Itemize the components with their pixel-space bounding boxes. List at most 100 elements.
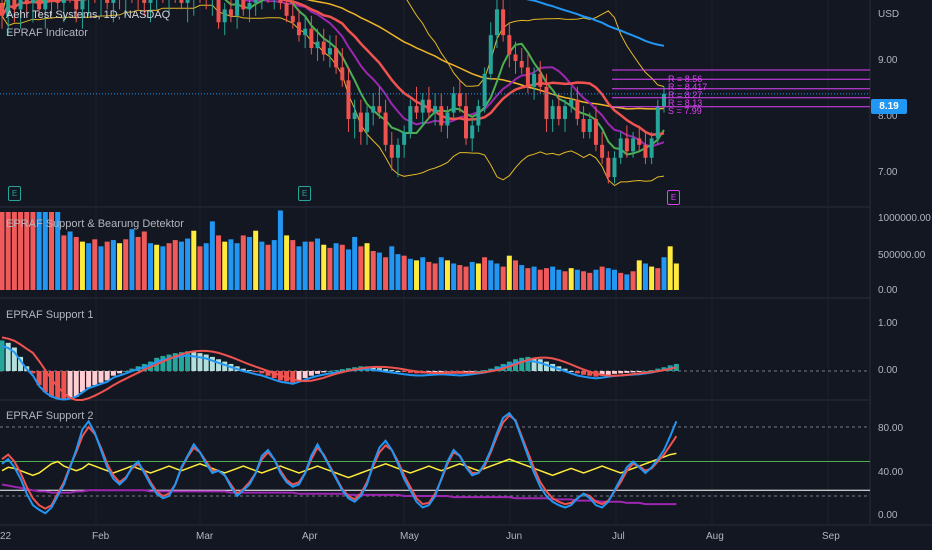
candle-body xyxy=(662,93,666,107)
support1-hist-bar xyxy=(444,371,450,373)
candle-body xyxy=(253,0,258,3)
price-unit: USD xyxy=(878,9,900,20)
support1-hist-bar xyxy=(104,371,110,381)
support1-hist-bar xyxy=(296,371,302,381)
volume-bar xyxy=(457,265,463,290)
volume-bar xyxy=(30,212,36,290)
candle-body xyxy=(327,48,332,55)
support1-hist-bar xyxy=(259,371,265,374)
candle-body xyxy=(494,9,499,36)
support1-hist-bar xyxy=(79,371,85,393)
volume-bar xyxy=(123,239,129,290)
candle-body xyxy=(439,106,444,126)
candle-body xyxy=(612,157,617,178)
volume-bar xyxy=(67,231,73,290)
candle-body xyxy=(507,35,512,55)
support1-hist-bar xyxy=(543,361,549,371)
volume-bar xyxy=(315,238,321,290)
support1-hist-bar xyxy=(308,371,314,376)
candle-body xyxy=(346,80,351,120)
support1-hist-bar xyxy=(339,369,345,371)
volume-bar xyxy=(308,241,314,290)
support1-hist-bar xyxy=(55,371,61,400)
candle-body xyxy=(358,112,363,132)
support1-hist-bar xyxy=(0,340,5,371)
candle-body xyxy=(321,41,326,55)
volume-bar xyxy=(432,263,438,290)
earnings-icon[interactable]: E xyxy=(8,186,21,201)
candle-body xyxy=(563,106,568,120)
support2-pane-title: EPRAF Support 2 xyxy=(6,410,94,422)
candle-body xyxy=(606,157,611,178)
ma-red xyxy=(0,0,665,137)
candle-body xyxy=(414,106,419,113)
volume-bar xyxy=(36,212,42,290)
candle-body xyxy=(575,99,580,120)
sr-label: R = 8.27 xyxy=(668,90,703,100)
volume-bar xyxy=(407,258,413,290)
volume-bar xyxy=(147,243,153,290)
volume-bar xyxy=(401,255,407,290)
volume-bar xyxy=(469,261,475,290)
support1-hist-bar xyxy=(203,354,209,371)
volume-bar xyxy=(172,240,178,290)
candle-body xyxy=(587,119,592,132)
candle-body xyxy=(408,106,413,132)
volume-bar xyxy=(358,246,364,290)
candle-body xyxy=(30,0,35,3)
ma-blue xyxy=(526,0,665,47)
candle-body xyxy=(501,9,506,36)
support1-tick: 1.00 xyxy=(878,318,898,329)
volume-tick: 500000.00 xyxy=(878,250,926,261)
candle-body xyxy=(111,0,116,3)
support1-line-red xyxy=(1,336,677,401)
volume-bar xyxy=(556,269,562,290)
ma-orange xyxy=(1,0,665,110)
support1-hist-bar xyxy=(469,371,475,372)
support1-hist-bar xyxy=(345,368,351,371)
support1-hist-bar xyxy=(525,356,531,371)
volume-bar xyxy=(191,230,197,290)
volume-bar xyxy=(395,254,401,290)
support1-hist-bar xyxy=(185,351,191,371)
support1-pane-title: EPRAF Support 1 xyxy=(6,309,94,321)
volume-bar xyxy=(135,236,141,290)
earnings-icon[interactable]: E xyxy=(667,190,680,205)
candle-body xyxy=(402,131,407,145)
support1-hist-bar xyxy=(110,371,116,376)
candle-body xyxy=(593,119,598,145)
volume-bar xyxy=(271,240,277,290)
candle-body xyxy=(600,144,605,158)
support1-hist-bar xyxy=(117,371,123,374)
support1-hist-bar xyxy=(271,371,277,379)
price-tick: 7.00 xyxy=(878,167,898,178)
support1-hist-bar xyxy=(240,368,246,371)
volume-bar xyxy=(618,272,624,290)
support2-line-yellow xyxy=(1,452,677,479)
candle-body xyxy=(643,144,648,158)
candle-body xyxy=(532,73,537,87)
sr-label: S = 7.99 xyxy=(668,106,702,116)
candle-body xyxy=(303,28,308,36)
candle-body xyxy=(179,0,184,3)
volume-bar xyxy=(345,249,351,290)
support1-hist-bar xyxy=(315,371,321,374)
support1-hist-bar xyxy=(655,368,661,371)
support1-hist-bar xyxy=(246,370,252,372)
bollinger-upper xyxy=(1,0,665,88)
support1-hist-bar xyxy=(73,371,79,397)
candle-body xyxy=(352,112,357,120)
volume-bar xyxy=(673,263,679,290)
volume-bar xyxy=(284,235,290,290)
volume-bar xyxy=(581,271,587,290)
support1-hist-bar xyxy=(61,371,67,401)
volume-bar xyxy=(178,241,184,290)
earnings-icon[interactable]: E xyxy=(298,186,311,201)
volume-bar xyxy=(661,257,667,290)
volume-bar xyxy=(61,235,67,290)
volume-bar xyxy=(197,246,203,290)
candle-body xyxy=(309,28,314,49)
volume-bar xyxy=(630,271,636,290)
candle-body xyxy=(556,106,561,120)
